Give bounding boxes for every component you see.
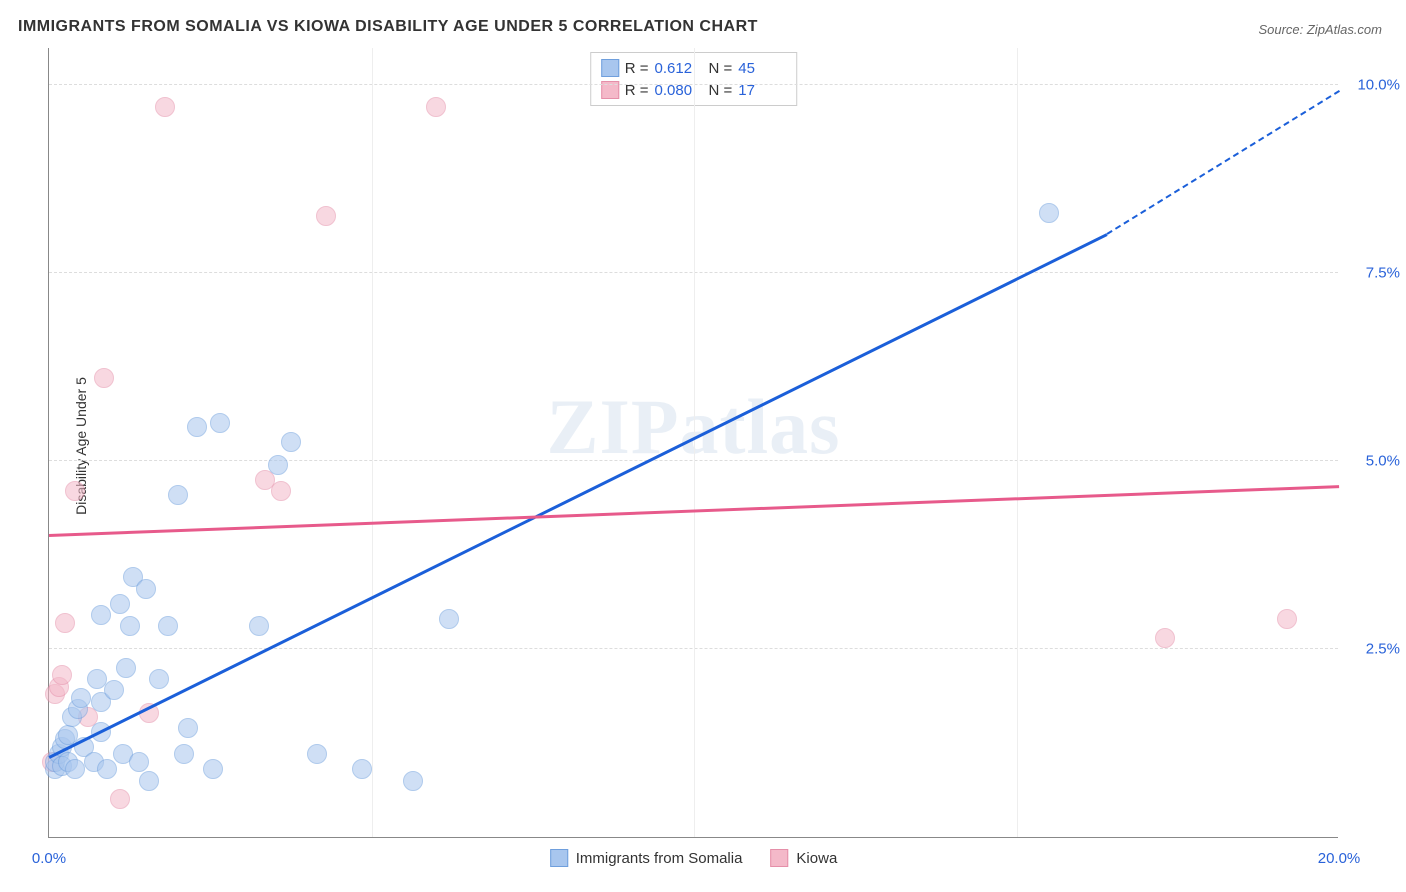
data-point xyxy=(439,609,459,629)
legend-item-series-1: Kiowa xyxy=(770,849,837,867)
data-point xyxy=(116,658,136,678)
gridline-vertical xyxy=(1017,48,1018,837)
legend-n-value-0: 45 xyxy=(738,60,786,77)
data-point xyxy=(110,789,130,809)
data-point xyxy=(249,616,269,636)
legend-r-label: R = xyxy=(625,60,649,77)
data-point xyxy=(203,759,223,779)
legend-item-series-0: Immigrants from Somalia xyxy=(550,849,743,867)
y-tick-label: 7.5% xyxy=(1366,264,1400,281)
legend-label-series-0: Immigrants from Somalia xyxy=(576,850,743,867)
x-tick-label: 0.0% xyxy=(32,850,66,867)
source-value: ZipAtlas.com xyxy=(1307,22,1382,37)
data-point xyxy=(316,206,336,226)
data-point xyxy=(55,613,75,633)
y-tick-label: 2.5% xyxy=(1366,640,1400,657)
data-point xyxy=(271,481,291,501)
data-point xyxy=(281,432,301,452)
y-tick-label: 10.0% xyxy=(1357,76,1400,93)
data-point xyxy=(187,417,207,437)
legend-swatch-series-1 xyxy=(770,849,788,867)
data-point xyxy=(178,718,198,738)
data-point xyxy=(136,579,156,599)
series-legend: Immigrants from Somalia Kiowa xyxy=(550,849,838,867)
data-point xyxy=(129,752,149,772)
data-point xyxy=(139,771,159,791)
y-tick-label: 5.0% xyxy=(1366,452,1400,469)
data-point xyxy=(352,759,372,779)
data-point xyxy=(97,759,117,779)
data-point xyxy=(403,771,423,791)
data-point xyxy=(104,680,124,700)
data-point xyxy=(168,485,188,505)
data-point xyxy=(71,688,91,708)
chart-container: IMMIGRANTS FROM SOMALIA VS KIOWA DISABIL… xyxy=(0,0,1406,892)
data-point xyxy=(174,744,194,764)
data-point xyxy=(1155,628,1175,648)
data-point xyxy=(426,97,446,117)
legend-r-value-0: 0.612 xyxy=(655,60,703,77)
data-point xyxy=(268,455,288,475)
legend-label-series-1: Kiowa xyxy=(796,850,837,867)
x-tick-label: 20.0% xyxy=(1318,850,1361,867)
source-attribution: Source: ZipAtlas.com xyxy=(1258,22,1382,37)
gridline-vertical xyxy=(372,48,373,837)
source-label: Source: xyxy=(1258,22,1306,37)
legend-swatch-series-0 xyxy=(550,849,568,867)
gridline-vertical xyxy=(694,48,695,837)
data-point xyxy=(120,616,140,636)
data-point xyxy=(210,413,230,433)
data-point xyxy=(158,616,178,636)
legend-swatch-series-0 xyxy=(601,59,619,77)
data-point xyxy=(1039,203,1059,223)
data-point xyxy=(110,594,130,614)
data-point xyxy=(149,669,169,689)
data-point xyxy=(65,481,85,501)
trend-line xyxy=(48,233,1107,758)
legend-n-label: N = xyxy=(709,60,733,77)
chart-title: IMMIGRANTS FROM SOMALIA VS KIOWA DISABIL… xyxy=(18,18,758,36)
trend-line xyxy=(1106,90,1339,235)
plot-area: ZIPatlas R = 0.612 N = 45 R = 0.080 N = … xyxy=(48,48,1338,838)
data-point xyxy=(155,97,175,117)
data-point xyxy=(1277,609,1297,629)
data-point xyxy=(94,368,114,388)
data-point xyxy=(91,605,111,625)
data-point xyxy=(52,665,72,685)
data-point xyxy=(65,759,85,779)
data-point xyxy=(307,744,327,764)
